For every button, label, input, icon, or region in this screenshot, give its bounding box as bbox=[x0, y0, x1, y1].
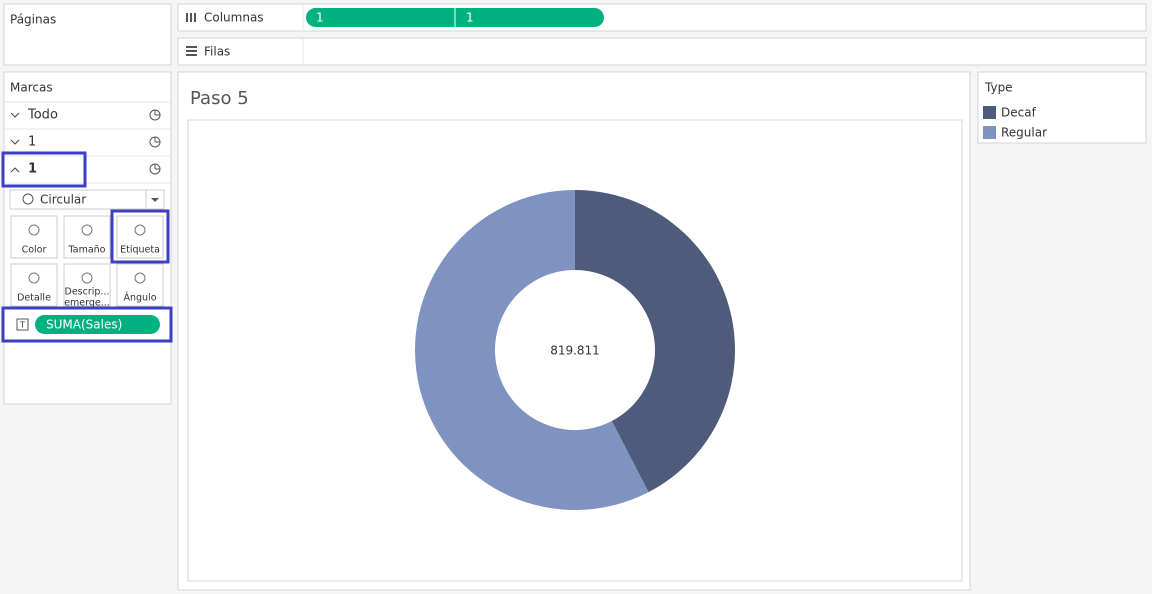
mark-button-label: Detalle bbox=[17, 293, 51, 304]
legend-panel bbox=[977, 71, 1147, 144]
chevron[interactable] bbox=[10, 167, 20, 173]
mark-button-label: Color bbox=[22, 245, 47, 256]
pill-label: 1 bbox=[466, 11, 474, 25]
legend-label: Decaf bbox=[1001, 106, 1037, 120]
button-icon bbox=[134, 272, 146, 284]
mark-card[interactable]: 1 bbox=[28, 135, 36, 150]
mark-button[interactable] bbox=[116, 215, 164, 259]
field-pill[interactable] bbox=[35, 315, 160, 334]
mark-type: Circular bbox=[40, 193, 86, 207]
chevron[interactable] bbox=[10, 112, 20, 118]
mark-button[interactable] bbox=[116, 263, 164, 307]
legend-title: Type bbox=[984, 81, 1013, 95]
button-icon bbox=[81, 272, 93, 284]
legend-swatch bbox=[983, 106, 996, 119]
button-icon bbox=[28, 224, 40, 236]
pages-panel bbox=[3, 3, 172, 66]
mark-button[interactable] bbox=[63, 263, 111, 307]
rows-icon bbox=[186, 46, 197, 56]
donut-slice bbox=[575, 190, 736, 493]
mark-button-label: Descrip... bbox=[65, 287, 110, 298]
columns-label: Columnas bbox=[204, 11, 264, 25]
marks-title: Marcas bbox=[10, 81, 53, 95]
button-icon bbox=[28, 272, 40, 284]
mark-card[interactable]: Todo bbox=[27, 108, 58, 123]
center-label: 819.811 bbox=[550, 344, 600, 358]
highlights bbox=[1, 151, 173, 343]
label-icon-t: T bbox=[19, 321, 25, 330]
mark-button-label: Ángulo bbox=[123, 292, 156, 304]
mark-button-label: emerge... bbox=[64, 298, 110, 309]
button-icon bbox=[134, 224, 146, 236]
field-pill-label: SUMA(Sales) bbox=[46, 318, 122, 332]
chevron[interactable] bbox=[10, 139, 20, 145]
rows-shelf bbox=[177, 37, 1147, 66]
mark-card[interactable]: 1 bbox=[28, 162, 37, 177]
mark-button[interactable] bbox=[10, 263, 58, 307]
legend-swatch bbox=[983, 126, 996, 139]
pie-icons bbox=[149, 109, 161, 175]
legend-label: Regular bbox=[1001, 126, 1047, 140]
mark-button[interactable] bbox=[63, 215, 111, 259]
label-icon bbox=[16, 318, 29, 331]
mark-button-label: Etiqueta bbox=[120, 245, 160, 256]
rows-label: Filas bbox=[204, 45, 230, 59]
dropdown-arrow bbox=[151, 198, 159, 202]
pages-title: Páginas bbox=[10, 13, 56, 27]
mark-button-label: Tamaño bbox=[68, 245, 106, 256]
pill-label: 1 bbox=[316, 11, 324, 25]
mark-button[interactable] bbox=[10, 215, 58, 259]
donut-slice bbox=[415, 190, 649, 510]
columns-icon bbox=[186, 13, 196, 22]
chart-title: Paso 5 bbox=[190, 88, 249, 109]
pie-icon bbox=[22, 193, 34, 205]
button-icon bbox=[81, 224, 93, 236]
mark-type-dropdown[interactable] bbox=[9, 189, 165, 210]
